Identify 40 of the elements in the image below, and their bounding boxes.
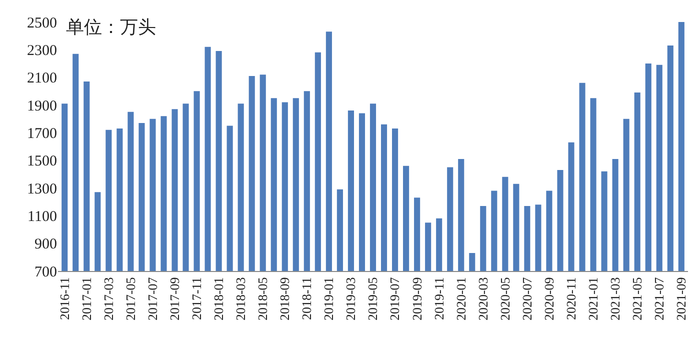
y-tick-label: 1500 [27, 154, 57, 170]
y-tick-label: 1100 [28, 208, 57, 225]
x-tick-label: 2018-03 [233, 277, 248, 321]
x-tick-label: 2020-05 [497, 277, 512, 321]
y-tick-label: 700 [34, 264, 57, 280]
x-tick-label: 2017-01 [78, 277, 94, 321]
x-tick-label: 2019-07 [387, 276, 402, 321]
x-tick-label: 2018-05 [255, 277, 270, 321]
x-tick-label: 2021-03 [608, 277, 623, 321]
y-tick-label: 1300 [27, 181, 57, 198]
x-tick-label: 2021-01 [586, 277, 601, 321]
x-tick-label: 2018-01 [211, 277, 226, 321]
x-tick-label: 2020-11 [563, 277, 578, 320]
y-tick-label: 900 [34, 236, 57, 253]
y-tick-label: 1700 [27, 126, 57, 142]
x-tick-label: 2019-05 [365, 277, 380, 321]
x-tick-label: 2019-03 [343, 277, 358, 321]
x-tick-label: 2017-03 [100, 277, 116, 321]
x-tick-label: 2017-09 [166, 277, 182, 321]
x-tick-label: 2019-01 [321, 277, 336, 321]
x-tick-label: 2019-09 [409, 277, 424, 321]
x-tick-label: 2018-09 [277, 277, 292, 321]
x-tick-label: 2016-11 [56, 277, 72, 320]
x-tick-label: 2017-05 [122, 277, 138, 321]
x-tick-label: 2021-09 [674, 277, 689, 321]
y-tick-label: 1900 [27, 98, 57, 114]
x-tick-label: 2017-11 [189, 277, 204, 320]
x-tick-label: 2020-09 [541, 277, 556, 321]
y-tick-label: 2100 [27, 70, 57, 87]
x-tick-label: 2021-05 [630, 277, 645, 321]
x-tick-label: 2020-01 [453, 277, 468, 321]
annotation: 单位：万头 [66, 17, 156, 37]
x-tick-label: 2018-11 [299, 277, 314, 320]
x-tick-label: 2019-11 [431, 277, 446, 320]
x-tick-label: 2020-03 [475, 277, 490, 321]
x-tick-label: 2020-07 [519, 276, 534, 321]
x-tick-label: 2021-07 [652, 276, 667, 321]
y-tick-label: 2500 [27, 15, 57, 32]
x-tick-label: 2017-07 [144, 276, 160, 321]
y-tick-label: 2300 [27, 42, 57, 59]
